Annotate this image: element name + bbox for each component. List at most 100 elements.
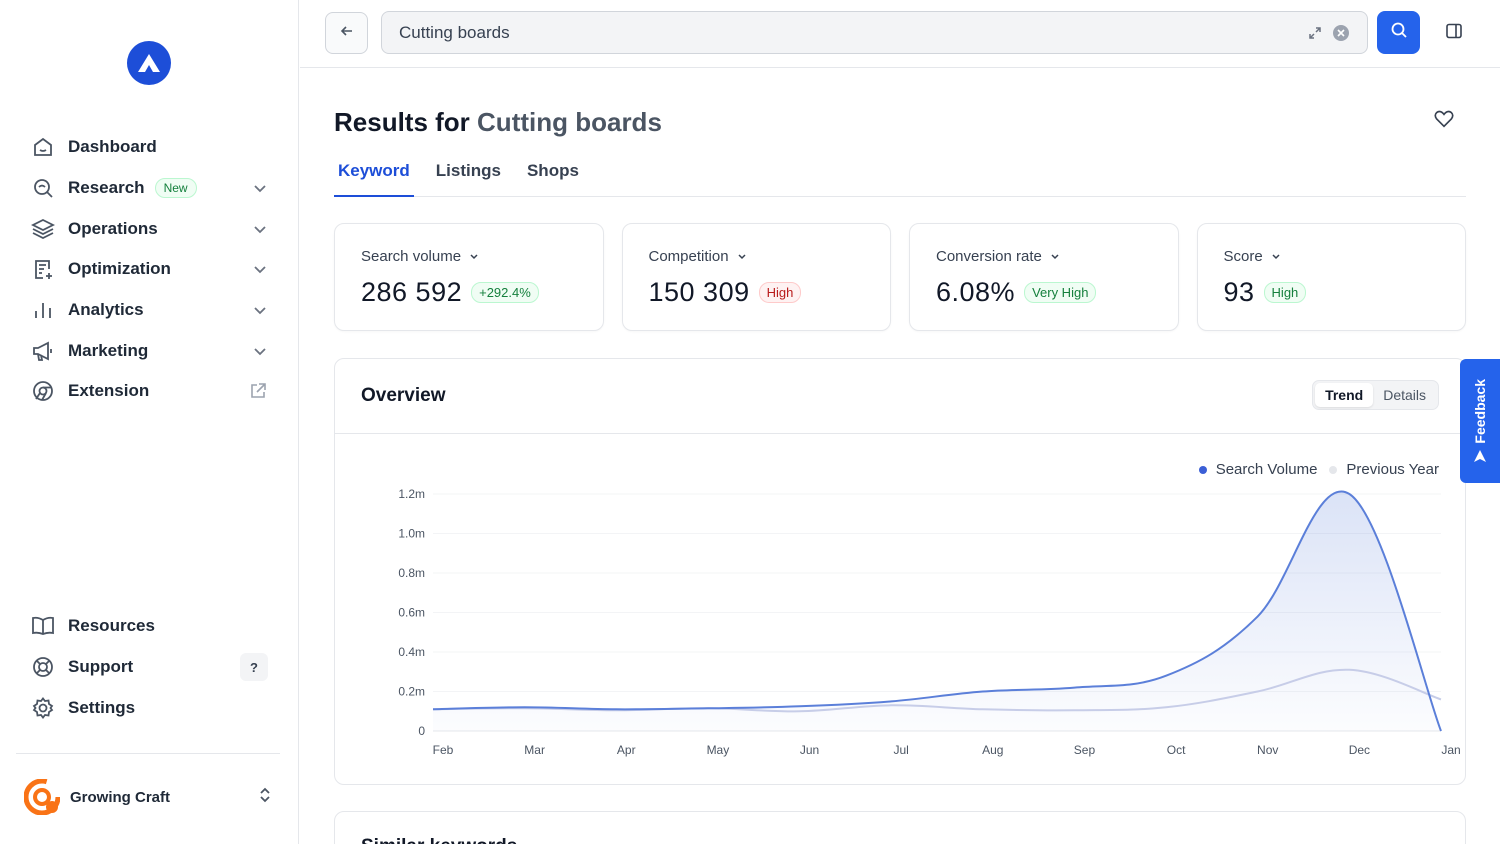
clear-search-icon[interactable] [1333,25,1349,41]
y-tick-label: 0 [418,724,425,738]
trend-chart: 0 0.2m 0.4m 0.6m 0.8m 1.0m 1.2m Feb Mar Apr May Jun… [398,487,1460,757]
search-button[interactable] [1377,11,1420,54]
tab-listings[interactable]: Listings [435,161,501,180]
lifebuoy-icon [30,654,56,680]
overview-header: Overview Trend Details [335,359,1465,434]
x-tick-label: Apr [617,743,636,757]
nav-label: Extension [68,381,150,401]
metric-label: Score [1223,248,1263,265]
account-name: Growing Craft [70,788,170,806]
metric-value: 6.08% [936,277,1016,307]
back-button[interactable] [325,12,368,54]
chevron-down-icon[interactable] [252,261,268,277]
x-tick-label: Feb [433,743,454,757]
overview-panel: Overview Trend Details Search Volume Pre… [334,358,1466,785]
nav-label: Research [68,178,145,198]
layers-icon [30,216,56,242]
metric-value: 93 [1223,277,1255,307]
nav-item-extension[interactable]: Extension [16,371,282,412]
nav-item-marketing[interactable]: Marketing [16,330,282,371]
chevron-down-icon[interactable] [252,221,268,237]
chevron-down-icon[interactable] [252,302,268,318]
legend-item-search-volume[interactable]: Search Volume [1198,461,1318,478]
x-tick-label: Aug [982,743,1003,757]
toggle-trend[interactable]: Trend [1315,383,1374,407]
external-link-icon[interactable] [248,381,268,401]
main-content: Results for Cutting boards Keyword Listi… [300,69,1500,844]
x-tick-label: Jun [800,743,819,757]
tab-shops[interactable]: Shops [526,161,579,180]
chevron-down-icon [469,248,479,265]
metric-dropdown[interactable]: Conversion rate [936,248,1152,265]
overview-title: Overview [361,385,446,406]
previous-year-line [432,668,1442,713]
chevron-up-down-icon [256,786,274,809]
metric-badge: Very High [1024,282,1097,303]
book-icon [30,613,56,639]
x-tick-label: Jan [1441,743,1460,757]
secondary-nav: Resources Support ? Settings [16,606,282,728]
search-field[interactable] [381,11,1368,54]
nav-item-analytics[interactable]: Analytics [16,290,282,331]
toggle-panel-button[interactable] [1440,20,1468,46]
megaphone-icon [30,338,56,364]
y-tick-label: 1.0m [398,527,425,541]
page-title: Results for Cutting boards [334,107,662,138]
nav-label: Resources [68,616,155,636]
avatar [24,779,60,815]
nav-label: Settings [68,697,136,717]
y-tick-label: 0.4m [398,645,425,659]
nav-item-research[interactable]: Research New [16,168,282,209]
metric-dropdown[interactable]: Competition [649,248,865,265]
y-tick-label: 0.8m [398,566,425,580]
sidebar-panel-icon [1445,22,1463,45]
x-tick-label: May [707,743,730,757]
help-shortcut-button[interactable]: ? [240,653,268,682]
nav-item-support[interactable]: Support ? [16,647,282,688]
y-tick-label: 0.2m [398,685,425,699]
document-edit-icon [30,256,56,282]
sidebar-divider [16,753,280,754]
tab-keyword[interactable]: Keyword [334,155,414,197]
chevron-down-icon [1050,248,1060,265]
chevron-down-icon [1271,248,1281,265]
account-switcher[interactable]: Growing Craft [24,778,274,816]
nav-item-dashboard[interactable]: Dashboard [16,127,282,168]
metric-dropdown[interactable]: Search volume [361,248,577,265]
legend-item-previous-year[interactable]: Previous Year [1329,461,1439,478]
app-logo[interactable] [127,41,171,85]
search-icon [1390,21,1408,44]
nav-item-operations[interactable]: Operations [16,208,282,249]
toggle-details[interactable]: Details [1383,387,1426,403]
nav-item-resources[interactable]: Resources [16,606,282,647]
metric-card-score: Score 93 High [1196,223,1466,331]
metric-badge: High [758,282,802,303]
legend-label: Search Volume [1215,461,1318,478]
metric-dropdown[interactable]: Score [1224,248,1440,265]
nav-label: Support [68,657,134,677]
favorite-heart-icon[interactable] [1433,108,1455,135]
x-tick-label: Oct [1167,743,1186,757]
home-icon [30,134,56,160]
similar-keywords-title: Similar keywords [361,836,517,844]
nav-item-optimization[interactable]: Optimization [16,249,282,290]
nav-item-settings[interactable]: Settings [16,687,282,728]
metric-card-conversion-rate: Conversion rate 6.08% Very High [909,223,1179,331]
chart-legend: Search Volume Previous Year [1198,461,1439,478]
expand-icon[interactable] [1307,25,1323,46]
y-tick-label: 1.2m [398,487,425,501]
x-tick-label: Dec [1349,743,1370,757]
legend-label: Previous Year [1346,461,1439,478]
nav-label: Marketing [68,340,149,360]
new-badge: New [154,178,197,199]
search-input[interactable] [399,22,1249,43]
feedback-button[interactable]: Feedback [1460,359,1500,483]
x-tick-label: Sep [1074,743,1096,757]
gear-icon [30,695,56,721]
chevron-down-icon[interactable] [252,180,268,196]
chevron-down-icon[interactable] [252,343,268,359]
title-prefix: Results for [334,107,478,137]
main-nav: Dashboard Research New Operations Optimi… [16,127,282,412]
chevron-down-icon [737,248,747,265]
title-keyword: Cutting boards [477,107,662,137]
